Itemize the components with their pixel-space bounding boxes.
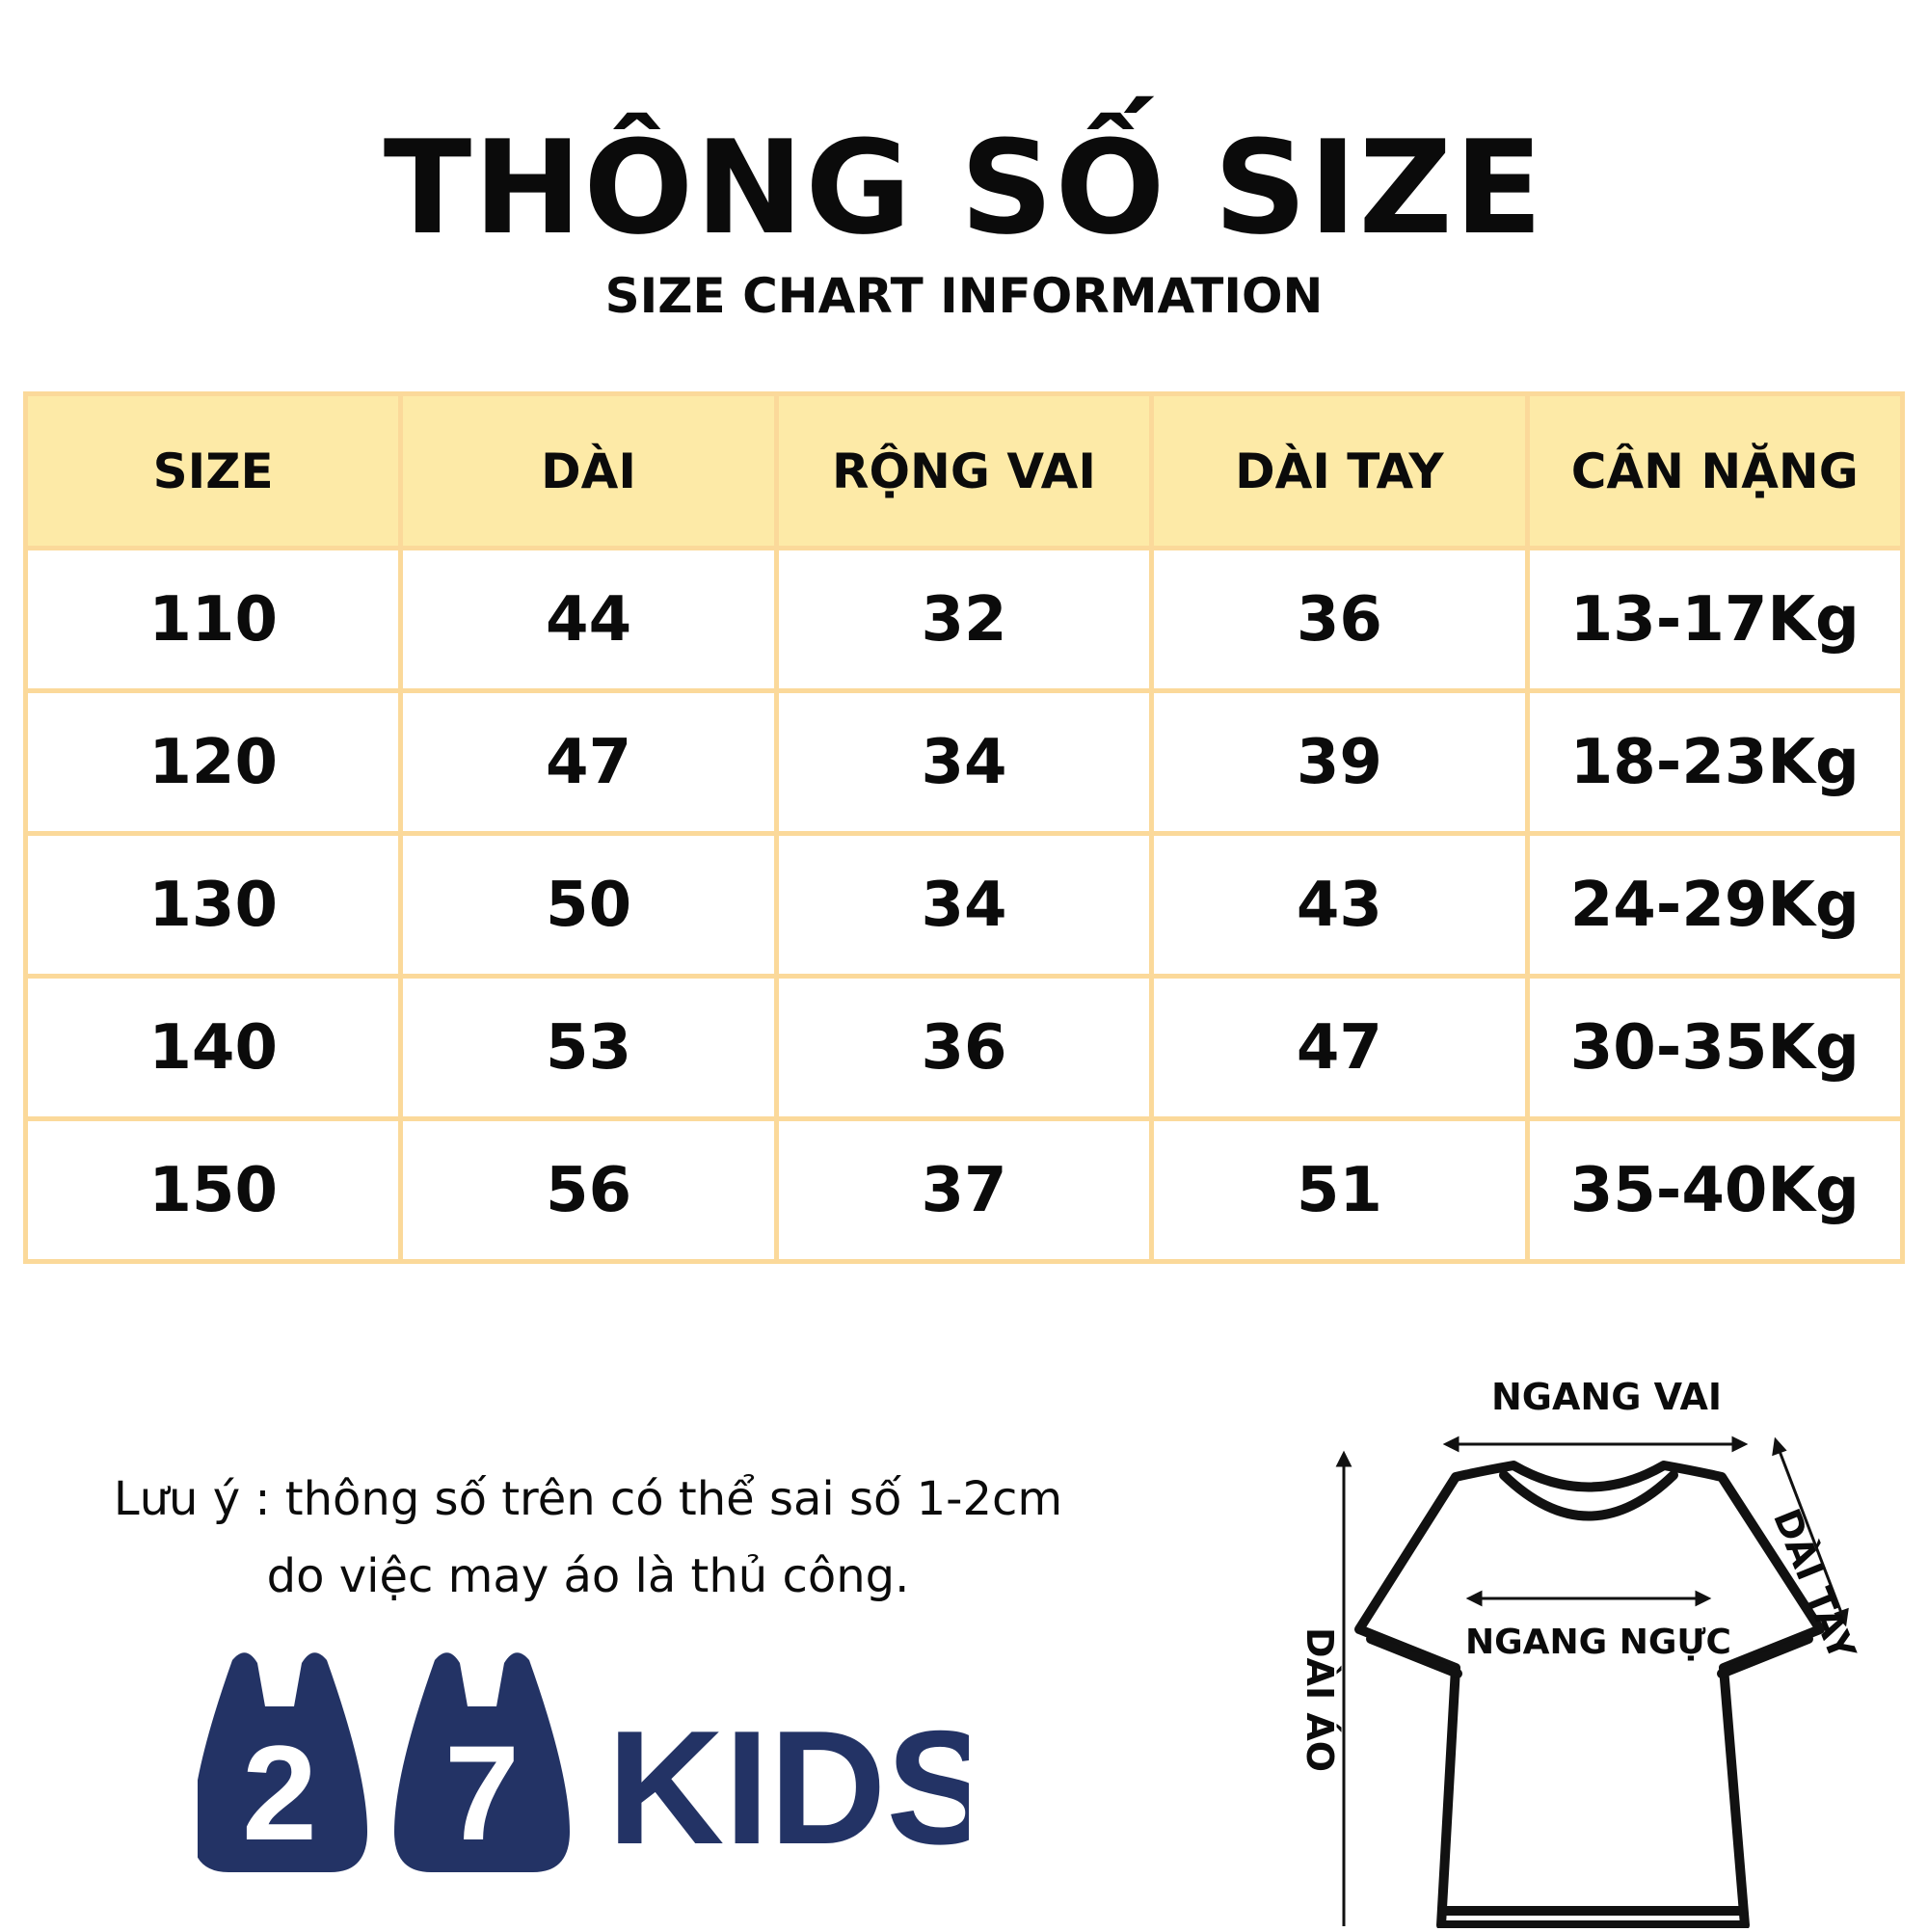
table-row: 110 44 32 36 13-17Kg	[22, 546, 1906, 693]
logo-digit-7: 7	[444, 1717, 520, 1868]
table-row: 140 53 36 47 30-35Kg	[22, 974, 1906, 1121]
column-header-size: SIZE	[22, 391, 404, 550]
measurement-note: Lưu ý : thông số trên có thể sai số 1-2c…	[58, 1461, 1118, 1615]
note-line-2: do việc may áo là thủ công.	[266, 1549, 910, 1603]
table-cell: 56	[398, 1116, 779, 1264]
table-cell: 34	[773, 831, 1155, 979]
table-cell: 110	[22, 546, 404, 693]
table-cell: 24-29Kg	[1524, 831, 1906, 979]
table-cell: 43	[1149, 831, 1530, 979]
logo-svg: 2 7 KIDS	[192, 1652, 994, 1878]
measurement-diagram: NGANG VAI NGANG NGỰC DÀI TAY DÀI ÁO	[1272, 1350, 1928, 1930]
shirt-length-label: DÀI ÁO	[1299, 1627, 1341, 1773]
page-title: THÔNG SỐ SIZE	[383, 113, 1545, 263]
table-cell: 36	[1149, 546, 1530, 693]
table-cell: 37	[773, 1116, 1155, 1264]
table-cell: 44	[398, 546, 779, 693]
table-cell: 35-40Kg	[1524, 1116, 1906, 1264]
table-row: 150 56 37 51 35-40Kg	[22, 1116, 1906, 1264]
column-header-shoulder: RỘNG VAI	[773, 391, 1155, 550]
table-cell: 18-23Kg	[1524, 688, 1906, 836]
table-cell: 53	[398, 974, 779, 1121]
table-cell: 150	[22, 1116, 404, 1264]
table-row: 130 50 34 43 24-29Kg	[22, 831, 1906, 979]
shoulder-width-label: NGANG VAI	[1491, 1376, 1723, 1418]
table-cell: 30-35Kg	[1524, 974, 1906, 1121]
table-header-row: SIZE DÀI RỘNG VAI DÀI TAY CÂN NẶNG	[22, 391, 1906, 550]
table-cell: 51	[1149, 1116, 1530, 1264]
table-cell: 13-17Kg	[1524, 546, 1906, 693]
table-cell: 120	[22, 688, 404, 836]
column-header-weight: CÂN NẶNG	[1524, 391, 1906, 550]
table-cell: 140	[22, 974, 404, 1121]
table-cell: 130	[22, 831, 404, 979]
table-cell: 39	[1149, 688, 1530, 836]
column-header-length: DÀI	[398, 391, 779, 550]
logo-digit-2: 2	[242, 1717, 317, 1868]
logo-tag-2: 2	[192, 1652, 367, 1872]
logo-tag-7: 7	[394, 1652, 570, 1872]
chest-width-label: NGANG NGỰC	[1465, 1623, 1731, 1662]
logo-text: KIDS	[607, 1697, 969, 1878]
t-shirt-icon	[1335, 1436, 1849, 1930]
table-cell: 36	[773, 974, 1155, 1121]
table-cell: 47	[398, 688, 779, 836]
note-line-1: Lưu ý : thông số trên có thể sai số 1-2c…	[113, 1472, 1063, 1526]
table-cell: 47	[1149, 974, 1530, 1121]
table-cell: 50	[398, 831, 779, 979]
table-cell: 32	[773, 546, 1155, 693]
page-subtitle: SIZE CHART INFORMATION	[604, 268, 1324, 324]
size-table: SIZE DÀI RỘNG VAI DÀI TAY CÂN NẶNG 110 4…	[22, 391, 1906, 1264]
table-row: 120 47 34 39 18-23Kg	[22, 688, 1906, 836]
column-header-sleeve: DÀI TAY	[1149, 391, 1530, 550]
table-cell: 34	[773, 688, 1155, 836]
brand-logo: 2 7 KIDS	[192, 1639, 994, 1880]
